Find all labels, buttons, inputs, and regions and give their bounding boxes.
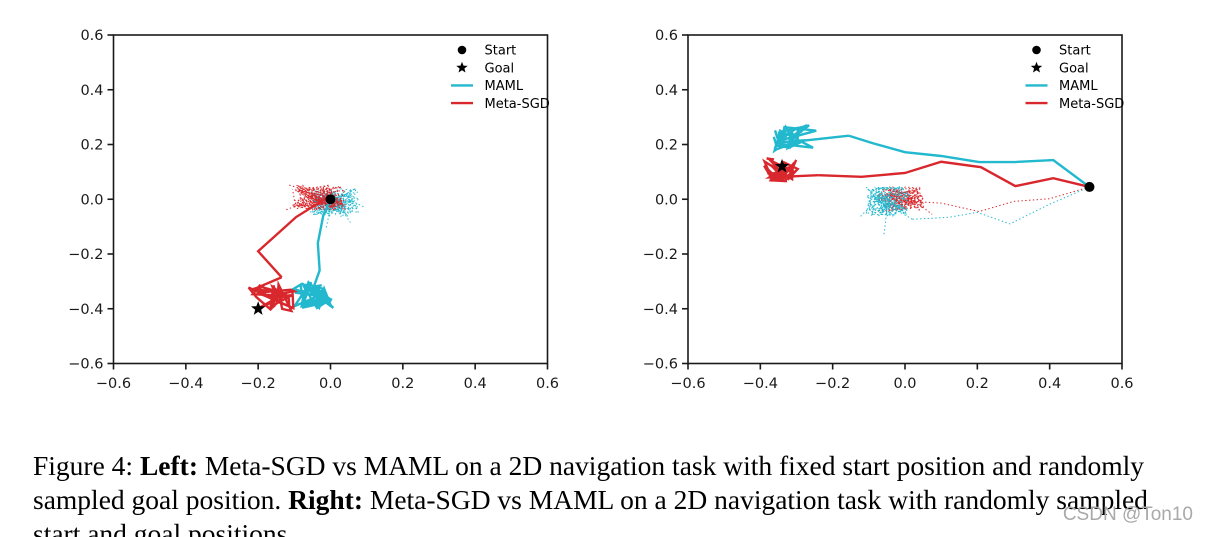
- y-tick-label: −0.6: [643, 357, 678, 373]
- axes: −0.6 −0.4 −0.2 0.0 0.2 0.4 0.6 −0.6 −0.4 −0.2 0.0 0…: [68, 28, 559, 392]
- x-tick-label: 0.0: [319, 376, 342, 392]
- legend: Start Goal MAML Meta-SGD: [1025, 44, 1124, 112]
- y-tick-label: −0.2: [68, 247, 103, 263]
- maml-trajectory-group: [772, 123, 1091, 188]
- plot-frame: [112, 34, 549, 365]
- maml-trajectory-group: [290, 198, 335, 311]
- meta-sgd-pre-adaptation-cluster: [881, 188, 925, 210]
- x-tick-label: 0.4: [1038, 376, 1061, 392]
- maml-pre-adaptation: [912, 186, 1090, 225]
- maml-pre-adaptation-cluster: [871, 189, 909, 216]
- legend-goal-star-icon: [1030, 61, 1043, 73]
- spur-2: [919, 204, 933, 215]
- legend-label-goal: Goal: [485, 61, 515, 76]
- meta-sgd-pre-adaptation-group: [876, 186, 1090, 213]
- caption-line-3: start and goal positions.: [33, 517, 295, 537]
- y-tick-label: 0.0: [80, 192, 103, 208]
- x-tick-label: 0.6: [536, 376, 559, 392]
- x-tick-label: 0.2: [391, 376, 414, 392]
- maml-trajectory: [313, 198, 332, 286]
- x-tick-label: −0.4: [168, 376, 203, 392]
- legend-label-start: Start: [485, 44, 517, 59]
- x-tick-label: −0.2: [815, 376, 850, 392]
- meta-sgd-trajectory-cluster: [257, 279, 299, 313]
- x-tick-label: 0.4: [464, 376, 487, 392]
- meta-sgd-pre-adaptation-cluster: [291, 184, 346, 209]
- meta-sgd-trajectory-group: [247, 196, 328, 313]
- trajectories: [762, 123, 1091, 235]
- y-tick-label: −0.2: [643, 247, 678, 263]
- legend-goal-star-icon: [456, 61, 468, 73]
- maml-pre-adaptation-cluster: [866, 185, 908, 216]
- meta-sgd-trajectory: [256, 196, 328, 279]
- legend-label-meta-sgd: Meta-SGD: [1059, 97, 1124, 112]
- y-tick-label: 0.4: [655, 83, 678, 99]
- start-marker: [1084, 181, 1095, 192]
- goal-marker: [251, 301, 266, 315]
- meta-sgd-trajectory-cluster: [762, 157, 795, 182]
- caption-line-2: sampled goal position. Right: Meta-SGD v…: [33, 483, 1148, 515]
- maml-pre-adaptation-cluster: [866, 188, 909, 217]
- x-tick-label: −0.4: [743, 376, 778, 392]
- maml-pre-adaptation-group: [865, 185, 1090, 225]
- legend-label-maml: MAML: [485, 79, 524, 94]
- legend-label-meta-sgd: Meta-SGD: [485, 97, 550, 112]
- y-tick-label: −0.4: [68, 302, 103, 318]
- plot-frame: [687, 34, 1123, 365]
- maml-trajectory-cluster: [290, 282, 335, 310]
- caption-line-1: Figure 4: Left: Meta-SGD vs MAML on a 2D…: [33, 449, 1145, 481]
- y-tick-label: 0.6: [80, 28, 103, 44]
- watermark: CSDN @Ton10: [1062, 504, 1193, 525]
- maml-pre-adaptation-cluster: [312, 188, 361, 219]
- spur-1: [340, 208, 351, 223]
- y-tick-label: 0.2: [655, 138, 678, 154]
- y-tick-label: 0.6: [655, 28, 678, 44]
- trajectories: [247, 184, 366, 313]
- x-tick-label: −0.6: [96, 376, 131, 392]
- legend-label-goal: Goal: [1059, 61, 1089, 76]
- start-marker: [325, 194, 336, 205]
- x-tick-label: 0.0: [893, 376, 916, 392]
- axes: −0.6 −0.4 −0.2 0.0 0.2 0.4 0.6 −0.6 −0.4 −0.2 0.0 0…: [643, 28, 1134, 392]
- y-tick-label: 0.4: [80, 83, 103, 99]
- meta-sgd-trajectory-cluster: [763, 159, 819, 183]
- x-tick-label: 0.6: [1110, 376, 1133, 392]
- x-tick-label: 0.2: [966, 376, 989, 392]
- maml-trajectory: [848, 134, 1091, 188]
- legend-label-start: Start: [1059, 44, 1091, 59]
- meta-sgd-pre-adaptation-cluster: [291, 185, 346, 211]
- x-tick-label: −0.6: [670, 376, 705, 392]
- legend: Start Goal MAML Meta-SGD: [451, 44, 550, 112]
- meta-sgd-pre-adaptation: [921, 186, 1090, 213]
- y-tick-label: −0.6: [68, 357, 103, 373]
- meta-sgd-trajectory-group: [762, 157, 1090, 189]
- maml-trajectory-cluster: [772, 123, 817, 149]
- plot-right: −0.6 −0.4 −0.2 0.0 0.2 0.4 0.6 −0.6 −0.4 −0.2 0.0 0…: [643, 28, 1134, 392]
- spur-1: [859, 204, 873, 218]
- legend-start-dot-icon: [1032, 45, 1041, 55]
- y-tick-label: −0.4: [643, 302, 678, 318]
- legend-start-dot-icon: [457, 45, 467, 55]
- goal-marker: [774, 158, 790, 173]
- figure-caption: Figure 4: Left: Meta-SGD vs MAML on a 2D…: [33, 449, 1198, 537]
- plot-left: −0.6 −0.4 −0.2 0.0 0.2 0.4 0.6 −0.6 −0.4 −0.2 0.0 0…: [68, 28, 559, 392]
- spur-0: [883, 210, 888, 235]
- meta-sgd-trajectory: [818, 160, 1090, 189]
- x-tick-label: −0.2: [241, 376, 276, 392]
- y-tick-label: 0.0: [655, 192, 678, 208]
- y-tick-label: 0.2: [80, 138, 103, 154]
- legend-label-maml: MAML: [1059, 79, 1098, 94]
